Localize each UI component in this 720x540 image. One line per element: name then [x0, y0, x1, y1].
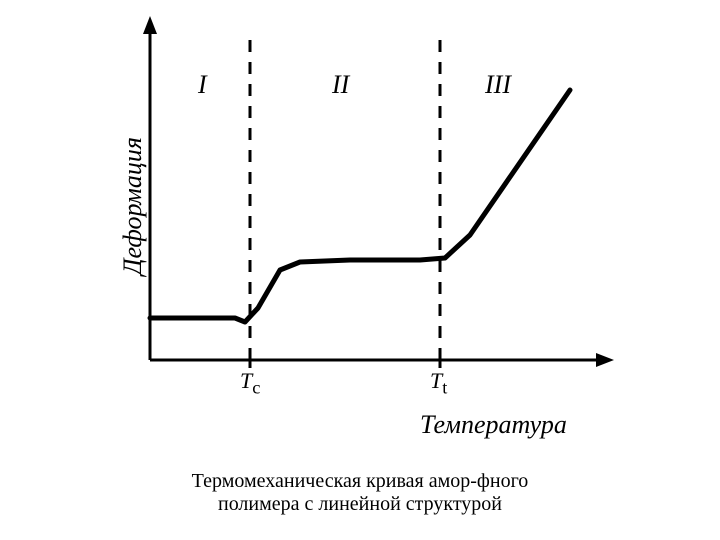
- y-axis-label: Деформация: [118, 137, 148, 275]
- region-label-2: II: [332, 70, 349, 100]
- x-tick-tc: Tc: [240, 368, 260, 398]
- caption-line2: полимера с линейной структурой: [218, 493, 502, 515]
- x-axis-label: Температура: [420, 410, 567, 440]
- caption-line1: Термомеханическая кривая амор-фного: [192, 470, 529, 492]
- region-label-1: I: [198, 70, 207, 100]
- chart-container: Деформация Температура Tc Tt I II III Те…: [0, 0, 720, 540]
- chart-svg: [0, 0, 720, 540]
- x-tick-tt: Tt: [430, 368, 447, 398]
- chart-caption: Термомеханическая кривая амор-фного поли…: [0, 470, 720, 516]
- region-label-3: III: [485, 70, 511, 100]
